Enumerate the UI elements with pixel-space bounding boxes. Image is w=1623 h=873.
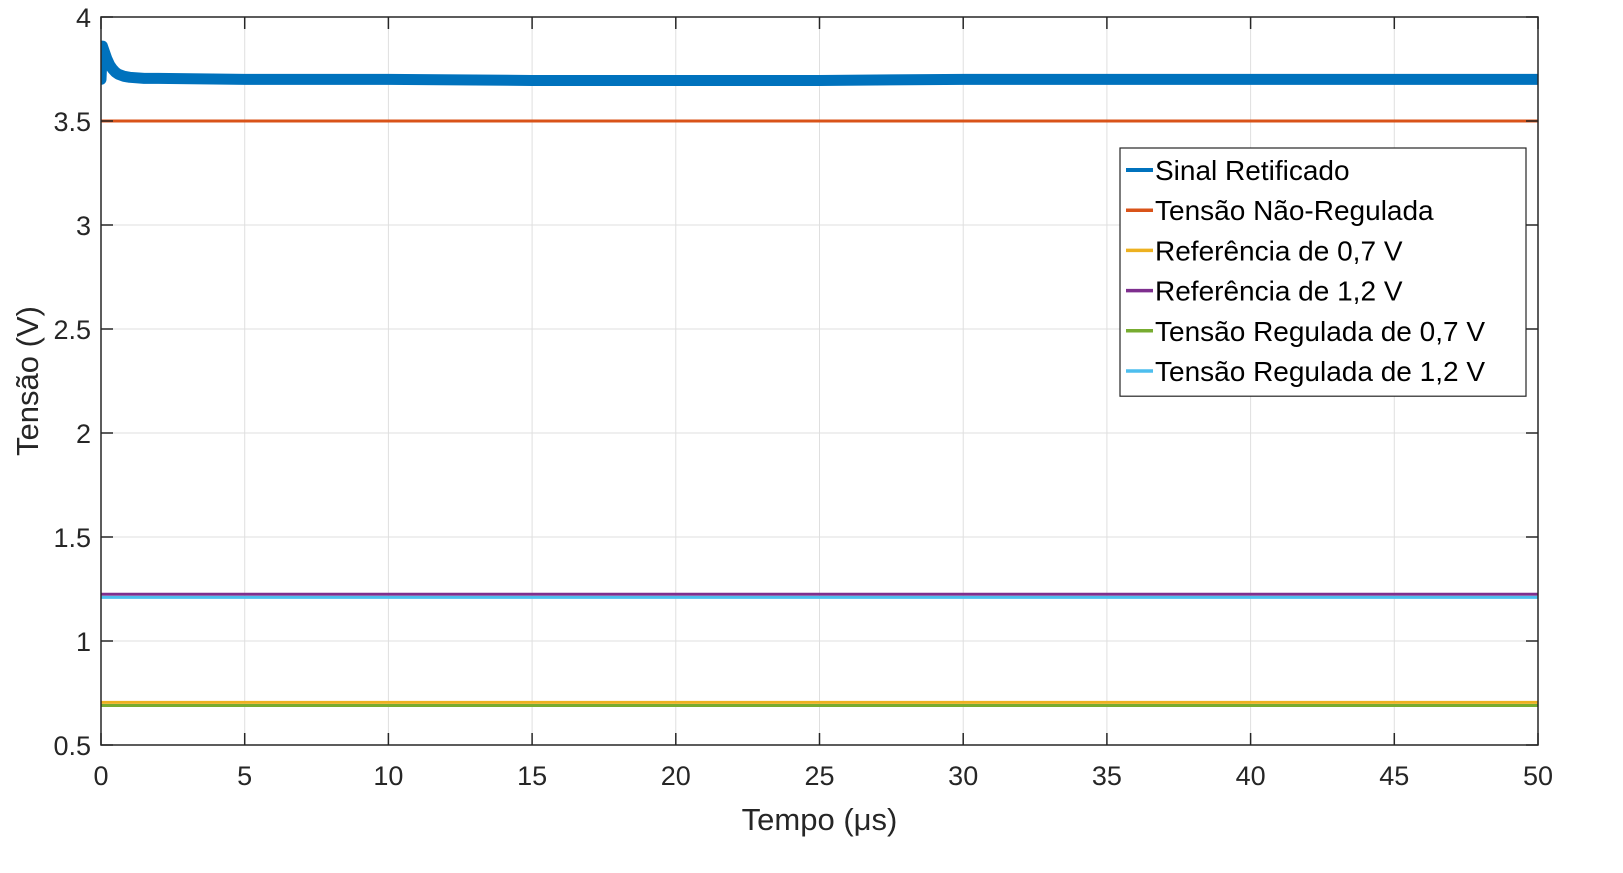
y-tick-label: 0.5 [53,731,91,761]
legend-label: Tensão Regulada de 0,7 V [1155,316,1485,347]
x-tick-label: 50 [1523,761,1553,791]
legend-label: Sinal Retificado [1155,155,1350,186]
series-line-1 [101,40,1538,86]
y-tick-label: 4 [76,3,91,33]
legend: Sinal Retificado Tensão Não-Regulada Refer… [1119,147,1527,397]
y-axis-title: Tensão (V) [10,306,45,456]
x-tick-label: 20 [661,761,691,791]
x-tick-label: 0 [93,761,108,791]
legend-label: Tensão Não-Regulada [1155,195,1434,226]
x-tick-label: 25 [804,761,834,791]
x-tick-label: 10 [373,761,403,791]
x-tick-label: 15 [517,761,547,791]
legend-label: Referência de 1,2 V [1155,276,1403,307]
x-tick-label: 30 [948,761,978,791]
axis-ticks: 0 5 10 15 20 25 30 35 40 45 50 0.5 1 1.5 2 2.5 3 3.5 4 [53,3,1553,791]
y-tick-label: 3 [76,211,91,241]
legend-box [1119,147,1527,397]
x-tick-label: 45 [1379,761,1409,791]
legend-label: Tensão Regulada de 1,2 V [1155,356,1485,387]
x-tick-label: 40 [1236,761,1266,791]
y-tick-label: 2 [76,419,91,449]
x-tick-label: 5 [237,761,252,791]
y-tick-label: 2.5 [53,315,91,345]
legend-label: Referência de 0,7 V [1155,235,1403,266]
x-tick-label: 35 [1092,761,1122,791]
y-tick-label: 1.5 [53,523,91,553]
series-lines [101,40,1538,707]
x-axis-title: Tempo (μs) [742,802,898,837]
y-tick-label: 3.5 [53,107,91,137]
y-tick-label: 1 [76,627,91,657]
